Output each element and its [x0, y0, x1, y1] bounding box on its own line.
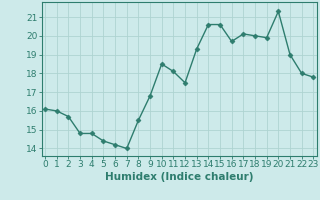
X-axis label: Humidex (Indice chaleur): Humidex (Indice chaleur): [105, 172, 253, 182]
